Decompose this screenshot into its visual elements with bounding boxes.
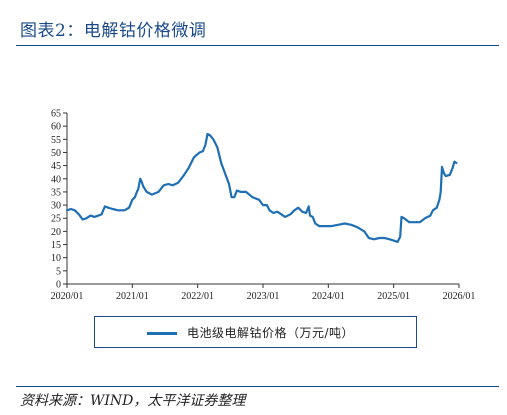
- x-tick-label: 2025/01: [377, 291, 410, 302]
- y-axis: 0 5 10 15 20 25 30 35 40 45 50 55 60 65: [51, 109, 68, 291]
- series-layer: [65, 132, 458, 243]
- y-tick-label: 15: [51, 240, 61, 251]
- y-tick-label: 55: [51, 135, 61, 146]
- y-tick-label: 50: [51, 148, 61, 159]
- footer-divider: [16, 386, 499, 388]
- title-divider: [16, 45, 499, 47]
- series-line: [65, 132, 458, 243]
- x-tick-label: 2021/01: [116, 291, 149, 302]
- y-tick-label: 30: [51, 201, 61, 212]
- y-tick-label: 65: [51, 109, 61, 120]
- source-note: 资料来源：WIND，太平洋证券整理: [20, 393, 246, 409]
- x-tick-label: 2026/01: [443, 291, 476, 302]
- x-axis: 2020/01 2021/01 2022/01 2023/01 2024/01 2025/…: [51, 283, 476, 302]
- x-tick-label: 2024/01: [312, 291, 345, 302]
- legend-swatch: [147, 332, 177, 335]
- y-tick-label: 20: [51, 227, 61, 238]
- y-tick-label: 40: [51, 174, 61, 185]
- x-tick-label: 2023/01: [247, 291, 280, 302]
- chart-title: 图表2：电解钴价格微调: [20, 21, 207, 41]
- y-tick-label: 25: [51, 214, 61, 225]
- y-tick-label: 60: [51, 122, 61, 133]
- y-tick-label: 0: [56, 280, 61, 291]
- title-bar: 图表2：电解钴价格微调: [0, 0, 507, 47]
- legend: 电池级电解钴价格（万元/吨）: [94, 316, 417, 348]
- y-tick-label: 45: [51, 161, 61, 172]
- y-tick-label: 35: [51, 187, 61, 198]
- legend-label: 电池级电解钴价格（万元/吨）: [187, 326, 355, 340]
- y-tick-label: 5: [56, 266, 61, 277]
- x-tick-label: 2020/01: [51, 291, 84, 302]
- y-tick-label: 10: [51, 253, 61, 264]
- x-tick-label: 2022/01: [181, 291, 214, 302]
